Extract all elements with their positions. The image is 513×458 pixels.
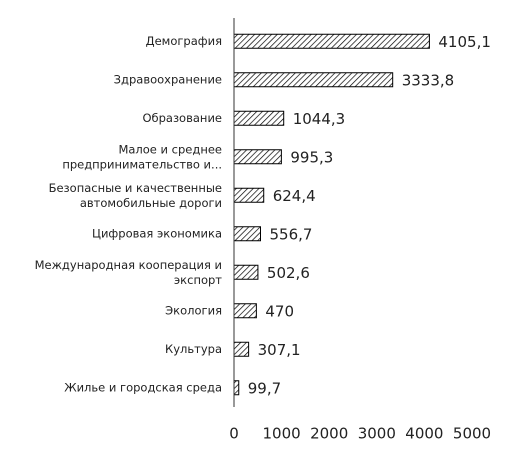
value-label: 4105,1	[438, 33, 491, 51]
value-label: 624,4	[273, 187, 316, 205]
category-label: Культура	[165, 342, 222, 356]
category-label: Экология	[165, 303, 222, 317]
bar	[233, 226, 261, 242]
x-tick-label: 4000	[405, 425, 443, 443]
value-label: 1044,3	[293, 110, 346, 128]
bar	[233, 303, 257, 319]
value-label: 307,1	[258, 341, 301, 359]
category-label: Безопасные и качественные автомобильные д…	[49, 180, 222, 209]
category-label: Жилье и городская среда	[64, 380, 222, 394]
x-tick-label: 1000	[263, 425, 301, 443]
bar	[233, 380, 240, 396]
x-tick-label: 0	[229, 425, 239, 443]
bar	[233, 110, 285, 126]
category-label: Демография	[146, 34, 222, 48]
bar	[233, 149, 282, 165]
x-tick-label: 2000	[310, 425, 348, 443]
value-label: 556,7	[269, 225, 312, 243]
bar	[233, 341, 250, 357]
value-label: 995,3	[290, 148, 333, 166]
bar	[233, 72, 394, 88]
bar	[233, 33, 430, 49]
category-label: Малое и среднее предпринимательство и...	[62, 142, 222, 171]
value-label: 470	[265, 302, 294, 320]
category-label: Образование	[142, 111, 222, 125]
category-label: Цифровая экономика	[92, 226, 222, 240]
category-label: Здравоохранение	[114, 72, 222, 86]
category-label: Международная кооперация и экспорт	[35, 257, 223, 286]
x-tick-label: 5000	[453, 425, 491, 443]
value-label: 3333,8	[402, 71, 455, 89]
bar	[233, 264, 259, 280]
value-label: 502,6	[267, 264, 310, 282]
value-label: 99,7	[248, 379, 281, 397]
bar	[233, 187, 265, 203]
x-tick-label: 3000	[358, 425, 396, 443]
